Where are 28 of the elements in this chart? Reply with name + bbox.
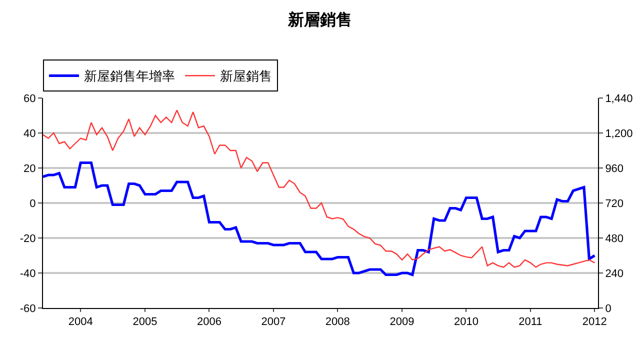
y2-tick-label: 1,200 — [605, 128, 633, 140]
chart-title: 新層銷售 — [287, 10, 352, 29]
y2-tick-label: 720 — [605, 198, 624, 210]
x-tick-label: 2004 — [68, 316, 93, 328]
x-tick-label: 2005 — [132, 316, 158, 328]
x-tick-label: 2008 — [325, 316, 350, 328]
y-tick-label: 0 — [30, 198, 36, 210]
y-tick-label: -40 — [20, 268, 36, 280]
y-tick-label: 60 — [24, 92, 36, 105]
line-series — [43, 161, 596, 276]
x-tick-label: 2010 — [454, 316, 478, 328]
x-tick-label: 2011 — [518, 316, 542, 328]
y2-tick-label: 480 — [605, 232, 624, 245]
y2-tick-label: 0 — [605, 302, 612, 315]
y-tick-label: 40 — [24, 128, 36, 140]
x-tick-label: 2006 — [197, 316, 222, 328]
y2-tick-label: 1,440 — [605, 92, 633, 105]
y-tick-label: 20 — [24, 162, 36, 175]
y-tick-label: -60 — [20, 302, 36, 315]
legend-label: 新屋銷售年增率 — [84, 68, 175, 84]
y2-tick-label: 960 — [605, 162, 624, 175]
y-tick-label: -20 — [20, 232, 36, 245]
x-tick-label: 2009 — [390, 316, 414, 328]
y2-tick-label: 240 — [605, 268, 624, 280]
legend-label: 新屋銷售 — [220, 68, 272, 84]
line-series — [43, 110, 596, 268]
x-tick-label: 2012 — [582, 316, 607, 328]
x-tick-label: 2007 — [261, 316, 286, 328]
